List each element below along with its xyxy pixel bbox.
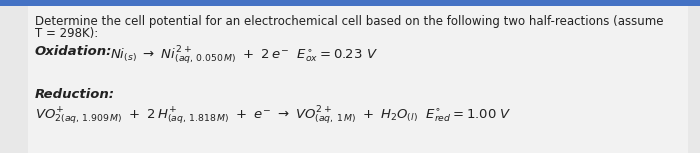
Text: Reduction:: Reduction:	[35, 88, 115, 101]
Bar	[0, 0, 700, 6]
Text: Determine the cell potential for an electrochemical cell based on the following : Determine the cell potential for an elec…	[35, 15, 664, 28]
Text: T = 298K):: T = 298K):	[35, 27, 98, 40]
Text: $\it{VO}^{+}_{2(aq,\, 1.909\, M)}\ +\ 2\,\it{H}^{+}_{(aq,\, 1.818\, M)}\ +\ e^{-: $\it{VO}^{+}_{2(aq,\, 1.909\, M)}\ +\ 2\…	[35, 105, 512, 127]
Text: Oxidation:: Oxidation:	[35, 45, 113, 58]
Text: $\it{Ni}_{(s)}\ \rightarrow\ \it{Ni}^{2+}_{(aq,\, 0.050\, M)}\ +\ 2\,e^{-}\ \ E^: $\it{Ni}_{(s)}\ \rightarrow\ \it{Ni}^{2+…	[110, 45, 378, 67]
